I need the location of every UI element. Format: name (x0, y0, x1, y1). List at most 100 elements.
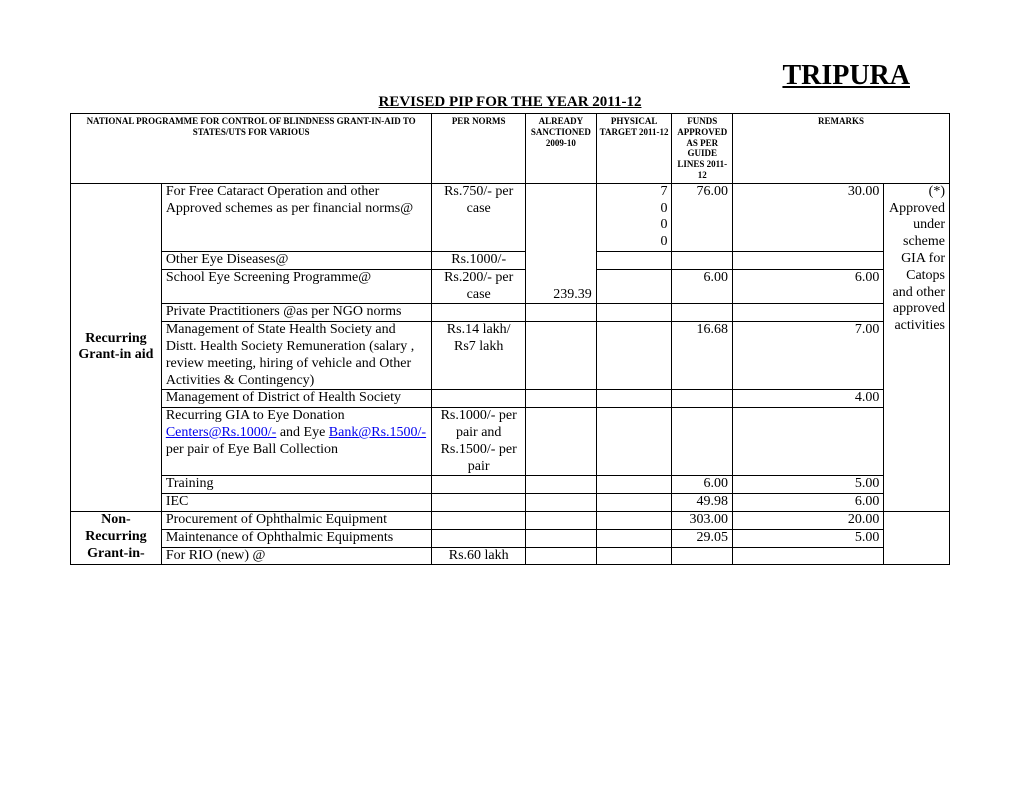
cell-funds: 16.68 (672, 322, 733, 390)
link-bank[interactable]: Bank@Rs.1500/- (329, 425, 426, 440)
cell-desc: IEC (161, 494, 431, 512)
table-row: Private Practitioners @as per NGO norms (71, 304, 950, 322)
text: and Eye (276, 425, 328, 440)
cell-funds (672, 251, 733, 269)
cell-sanctioned (526, 304, 597, 322)
cell-phys (596, 390, 672, 408)
cell-funds: 6.00 (672, 476, 733, 494)
table-row: Maintenance of Ophthalmic Equipments 29.… (71, 529, 950, 547)
cell-sanctioned (526, 547, 597, 565)
col-physical-target: PHYSICAL TARGET 2011-12 (596, 114, 672, 184)
cell-norm: Rs.14 lakh/ Rs7 lakh (432, 322, 526, 390)
cell-remarks-num: 4.00 (732, 390, 883, 408)
cell-remarks-num: 6.00 (732, 494, 883, 512)
cell-remarks-text (884, 511, 950, 564)
table-row: Other Eye Diseases@ Rs.1000/- (71, 251, 950, 269)
cell-norm: Rs.1000/- per pair and Rs.1500/- per pai… (432, 408, 526, 476)
cell-funds: 49.98 (672, 494, 733, 512)
cell-remarks-text: (*) Approved under scheme GIA for Catops… (884, 183, 950, 511)
cell-phys (596, 547, 672, 565)
cell-desc: Private Practitioners @as per NGO norms (161, 304, 431, 322)
cell-norm (432, 304, 526, 322)
cell-funds (672, 547, 733, 565)
cell-phys (596, 476, 672, 494)
cell-remarks-num: 20.00 (732, 511, 883, 529)
cell-sanctioned (526, 408, 597, 476)
table-row: Training 6.00 5.00 (71, 476, 950, 494)
text: Recurring GIA to Eye Donation (166, 408, 345, 423)
table-row: Management of State Health Society and D… (71, 322, 950, 390)
cell-phys (596, 304, 672, 322)
cell-phys: 7000 (596, 183, 672, 251)
col-remarks: REMARKS (732, 114, 949, 184)
cell-funds: 29.05 (672, 529, 733, 547)
cell-phys (596, 269, 672, 304)
cell-norm (432, 511, 526, 529)
cell-remarks-num (732, 547, 883, 565)
table-row: Management of District of Health Society… (71, 390, 950, 408)
cell-sanctioned: 239.39 (526, 183, 597, 304)
cell-funds: 6.00 (672, 269, 733, 304)
table-row: IEC 49.98 6.00 (71, 494, 950, 512)
cell-phys (596, 251, 672, 269)
cell-norm (432, 494, 526, 512)
col-sanctioned: ALREADY SANCTIONED 2009-10 (526, 114, 597, 184)
cell-remarks-num: 30.00 (732, 183, 883, 251)
cell-desc: Other Eye Diseases@ (161, 251, 431, 269)
cell-norm (432, 529, 526, 547)
cell-desc: For Free Cataract Operation and other Ap… (161, 183, 431, 251)
cell-desc: Management of District of Health Society (161, 390, 431, 408)
cell-desc: For RIO (new) @ (161, 547, 431, 565)
cell-norm: Rs.750/- per case (432, 183, 526, 251)
cell-desc: Management of State Health Society and D… (161, 322, 431, 390)
cell-sanctioned (526, 476, 597, 494)
state-title: TRIPURA (70, 60, 910, 92)
cell-norm (432, 476, 526, 494)
cell-desc: Maintenance of Ophthalmic Equipments (161, 529, 431, 547)
text: per pair of Eye Ball Collection (166, 442, 338, 457)
cell-remarks-num (732, 408, 883, 476)
group-nonrecurring: Non-Recurring Grant-in- (71, 511, 162, 564)
table-row: Recurring Grant-in aid For Free Cataract… (71, 183, 950, 251)
cell-sanctioned (526, 322, 597, 390)
cell-phys (596, 494, 672, 512)
cell-desc: Procurement of Ophthalmic Equipment (161, 511, 431, 529)
cell-norm: Rs.1000/- (432, 251, 526, 269)
cell-desc: Recurring GIA to Eye Donation Centers@Rs… (161, 408, 431, 476)
cell-funds: 76.00 (672, 183, 733, 251)
group-recurring: Recurring Grant-in aid (71, 183, 162, 511)
cell-funds (672, 304, 733, 322)
table-row: For RIO (new) @ Rs.60 lakh (71, 547, 950, 565)
cell-remarks-num (732, 304, 883, 322)
cell-remarks-num: 5.00 (732, 476, 883, 494)
cell-remarks-num: 6.00 (732, 269, 883, 304)
col-per-norms: PER NORMS (432, 114, 526, 184)
cell-sanctioned (526, 390, 597, 408)
cell-sanctioned (526, 511, 597, 529)
cell-remarks-num: 5.00 (732, 529, 883, 547)
cell-sanctioned (526, 494, 597, 512)
cell-norm: Rs.60 lakh (432, 547, 526, 565)
cell-phys (596, 408, 672, 476)
cell-remarks-num: 7.00 (732, 322, 883, 390)
cell-norm (432, 390, 526, 408)
table-header-row: NATIONAL PROGRAMME FOR CONTROL OF BLINDN… (71, 114, 950, 184)
col-funds-approved: FUNDS APPROVED AS PER GUIDE LINES 2011-1… (672, 114, 733, 184)
col-programme: NATIONAL PROGRAMME FOR CONTROL OF BLINDN… (71, 114, 432, 184)
cell-sanctioned (526, 529, 597, 547)
table-row: School Eye Screening Programme@ Rs.200/-… (71, 269, 950, 304)
cell-remarks-num (732, 251, 883, 269)
cell-norm: Rs.200/- per case (432, 269, 526, 304)
document-subtitle: REVISED PIP FOR THE YEAR 2011-12 (70, 94, 950, 111)
link-centers[interactable]: Centers@Rs.1000/- (166, 425, 277, 440)
cell-phys (596, 322, 672, 390)
cell-desc: School Eye Screening Programme@ (161, 269, 431, 304)
cell-phys (596, 511, 672, 529)
cell-funds (672, 390, 733, 408)
cell-funds: 303.00 (672, 511, 733, 529)
table-row: Recurring GIA to Eye Donation Centers@Rs… (71, 408, 950, 476)
pip-table: NATIONAL PROGRAMME FOR CONTROL OF BLINDN… (70, 113, 950, 565)
cell-funds (672, 408, 733, 476)
cell-phys (596, 529, 672, 547)
table-row: Non-Recurring Grant-in- Procurement of O… (71, 511, 950, 529)
